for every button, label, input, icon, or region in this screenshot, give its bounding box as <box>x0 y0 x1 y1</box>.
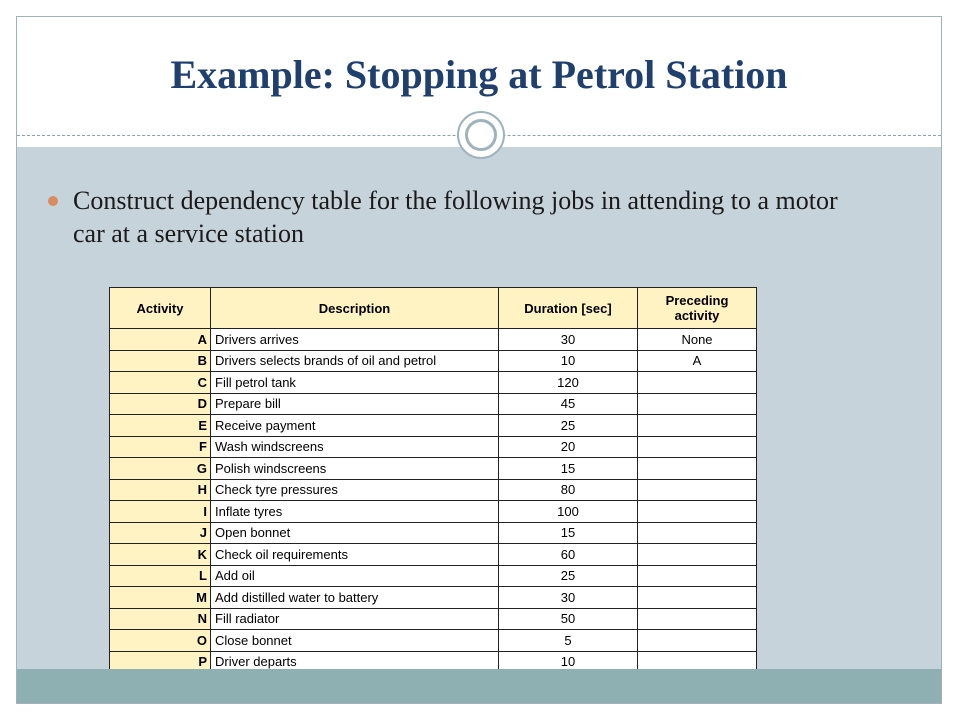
activity-cell: I <box>109 500 211 523</box>
duration-cell: 25 <box>498 564 638 587</box>
table-row: H Check tyre pressures 80 <box>109 478 757 501</box>
table-row: C Fill petrol tank 120 <box>109 371 757 394</box>
description-cell: Prepare bill <box>210 392 499 415</box>
activity-cell: B <box>109 349 211 372</box>
description-cell: Drivers arrives <box>210 328 499 351</box>
preceding-cell: None <box>637 328 757 351</box>
activity-cell: G <box>109 457 211 480</box>
preceding-cell <box>637 564 757 587</box>
activity-cell: K <box>109 543 211 566</box>
activity-cell: N <box>109 607 211 630</box>
activity-cell: M <box>109 586 211 609</box>
description-cell: Receive payment <box>210 414 499 437</box>
preceding-cell <box>637 586 757 609</box>
table-row: L Add oil 25 <box>109 564 757 587</box>
table-row: E Receive payment 25 <box>109 414 757 437</box>
description-cell: Check tyre pressures <box>210 478 499 501</box>
header-activity: Activity <box>109 287 211 329</box>
duration-cell: 10 <box>498 349 638 372</box>
dependency-table: Activity Description Duration [sec] Prec… <box>109 287 757 673</box>
description-cell: Add distilled water to battery <box>210 586 499 609</box>
duration-cell: 20 <box>498 435 638 458</box>
duration-cell: 30 <box>498 586 638 609</box>
duration-cell: 30 <box>498 328 638 351</box>
content-area: Construct dependency table for the follo… <box>17 147 941 673</box>
preceding-cell <box>637 607 757 630</box>
duration-cell: 5 <box>498 629 638 652</box>
duration-cell: 60 <box>498 543 638 566</box>
header-description: Description <box>210 287 499 329</box>
activity-cell: E <box>109 414 211 437</box>
description-cell: Fill radiator <box>210 607 499 630</box>
preceding-cell <box>637 457 757 480</box>
preceding-cell: A <box>637 349 757 372</box>
bottom-band <box>17 669 941 703</box>
table-row: P Driver departs 10 <box>109 650 757 673</box>
circle-ornament-inner <box>465 119 497 151</box>
description-cell: Fill petrol tank <box>210 371 499 394</box>
bullet-text: Construct dependency table for the follo… <box>73 186 838 248</box>
slide-frame: Example: Stopping at Petrol Station Cons… <box>16 16 942 704</box>
bullet-dot-icon <box>48 196 58 206</box>
header-preceding: Preceding activity <box>637 287 757 329</box>
preceding-cell <box>637 371 757 394</box>
bullet-item: Construct dependency table for the follo… <box>48 184 868 250</box>
table-row: G Polish windscreens 15 <box>109 457 757 480</box>
preceding-cell <box>637 500 757 523</box>
table-row: D Prepare bill 45 <box>109 392 757 415</box>
activity-cell: O <box>109 629 211 652</box>
activity-cell: C <box>109 371 211 394</box>
table-row: M Add distilled water to battery 30 <box>109 586 757 609</box>
description-cell: Open bonnet <box>210 521 499 544</box>
duration-cell: 50 <box>498 607 638 630</box>
activity-cell: A <box>109 328 211 351</box>
header-duration: Duration [sec] <box>498 287 638 329</box>
table-row: I Inflate tyres 100 <box>109 500 757 523</box>
table-row: K Check oil requirements 60 <box>109 543 757 566</box>
duration-cell: 80 <box>498 478 638 501</box>
preceding-cell <box>637 521 757 544</box>
activity-cell: J <box>109 521 211 544</box>
table-row: A Drivers arrives 30 None <box>109 328 757 351</box>
duration-cell: 25 <box>498 414 638 437</box>
table-row: B Drivers selects brands of oil and petro… <box>109 349 757 372</box>
description-cell: Wash windscreens <box>210 435 499 458</box>
description-cell: Close bonnet <box>210 629 499 652</box>
preceding-cell <box>637 435 757 458</box>
table-header-row: Activity Description Duration [sec] Prec… <box>109 287 757 329</box>
activity-cell: P <box>109 650 211 673</box>
preceding-cell <box>637 414 757 437</box>
activity-cell: L <box>109 564 211 587</box>
preceding-cell <box>637 543 757 566</box>
activity-cell: D <box>109 392 211 415</box>
table-row: O Close bonnet 5 <box>109 629 757 652</box>
description-cell: Polish windscreens <box>210 457 499 480</box>
description-cell: Drivers selects brands of oil and petrol <box>210 349 499 372</box>
duration-cell: 45 <box>498 392 638 415</box>
description-cell: Add oil <box>210 564 499 587</box>
activity-cell: F <box>109 435 211 458</box>
activity-cell: H <box>109 478 211 501</box>
preceding-cell <box>637 478 757 501</box>
table-row: N Fill radiator 50 <box>109 607 757 630</box>
duration-cell: 120 <box>498 371 638 394</box>
description-cell: Check oil requirements <box>210 543 499 566</box>
duration-cell: 100 <box>498 500 638 523</box>
duration-cell: 15 <box>498 457 638 480</box>
circle-ornament-icon <box>457 111 505 159</box>
table-row: F Wash windscreens 20 <box>109 435 757 458</box>
description-cell: Inflate tyres <box>210 500 499 523</box>
duration-cell: 15 <box>498 521 638 544</box>
table-row: J Open bonnet 15 <box>109 521 757 544</box>
table-body: A Drivers arrives 30 None B Drivers selects b… <box>109 328 757 673</box>
slide-title: Example: Stopping at Petrol Station <box>170 52 788 97</box>
preceding-cell <box>637 629 757 652</box>
preceding-cell <box>637 392 757 415</box>
